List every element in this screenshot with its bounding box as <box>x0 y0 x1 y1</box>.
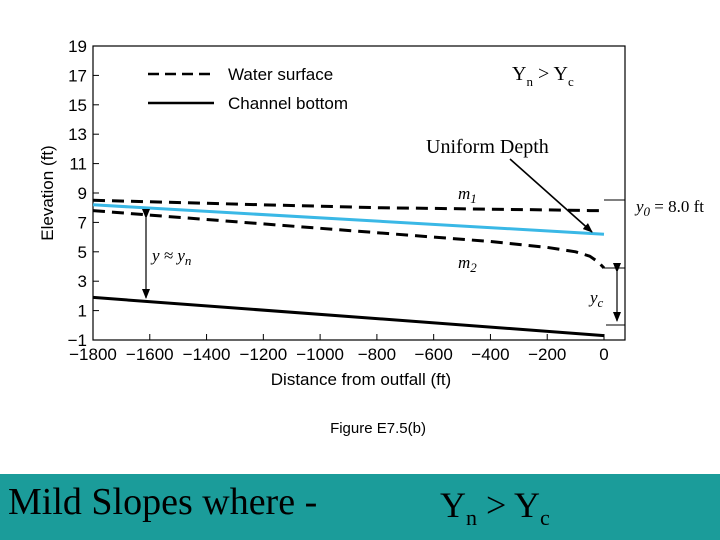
y-tick-label: 1 <box>78 302 87 321</box>
y-axis-label: Elevation (ft) <box>38 145 57 240</box>
footer-banner <box>0 474 720 540</box>
series-layer <box>92 198 606 338</box>
banner-title: Mild Slopes where - <box>8 481 318 523</box>
uniform-depth-label: Uniform Depth <box>426 136 549 158</box>
x-tick-label: −800 <box>358 345 396 364</box>
x-tick-label: −200 <box>528 345 566 364</box>
y-tick-label: 5 <box>78 243 87 262</box>
yc-label: yc <box>588 288 604 310</box>
legend: Water surface Channel bottom <box>148 65 348 113</box>
series-line-uniform-depth <box>92 203 605 236</box>
legend-label-channel-bottom: Channel bottom <box>228 94 348 113</box>
plot-frame <box>92 45 626 341</box>
x-tick-label: −1600 <box>126 345 174 364</box>
y-tick-label: 9 <box>78 184 87 203</box>
x-axis-label: Distance from outfall (ft) <box>271 370 451 389</box>
y-tick-label: 11 <box>69 155 87 174</box>
relation-top: Yn > Yc <box>512 63 574 89</box>
x-tick-label: −1000 <box>296 345 344 364</box>
x-tick-label: 0 <box>599 345 608 364</box>
legend-label-water-surface: Water surface <box>228 65 333 84</box>
y-tick-label: 15 <box>68 96 87 115</box>
figure-caption: Figure E7.5(b) <box>330 420 426 437</box>
y-tick-label: 3 <box>78 272 87 291</box>
y-tick-label: 17 <box>68 66 87 85</box>
x-tick-label: −1400 <box>183 345 231 364</box>
x-tick-label: −600 <box>415 345 453 364</box>
x-tick-label: −1200 <box>239 345 287 364</box>
banner-relation: Yn > Yc <box>440 485 550 531</box>
x-tick-label: −400 <box>471 345 509 364</box>
y-axis-ticks: 19 17 15 13 11 9 7 5 3 1 −1 <box>68 37 99 350</box>
m1-label: m1 <box>458 184 477 206</box>
x-tick-label: −1800 <box>69 345 117 364</box>
y0-label: y0 = 8.0 ft <box>634 197 704 219</box>
y0-bracket <box>604 199 625 269</box>
y-tick-label: 19 <box>68 37 87 56</box>
y-tick-label: 13 <box>68 125 87 144</box>
series-line-m2 <box>92 209 606 270</box>
uniform-depth-arrow <box>509 158 593 233</box>
x-axis-ticks: −1800 −1600 −1400 −1200 −1000 −800 −600 −400 −20… <box>69 334 609 364</box>
yc-dimension <box>606 263 625 326</box>
yn-label: y ≈ yn <box>150 246 191 268</box>
m2-label: m2 <box>458 253 477 275</box>
y-tick-label: 7 <box>78 213 87 232</box>
series-line-channel-bottom <box>92 295 605 338</box>
y-tick-label: −1 <box>68 331 87 350</box>
